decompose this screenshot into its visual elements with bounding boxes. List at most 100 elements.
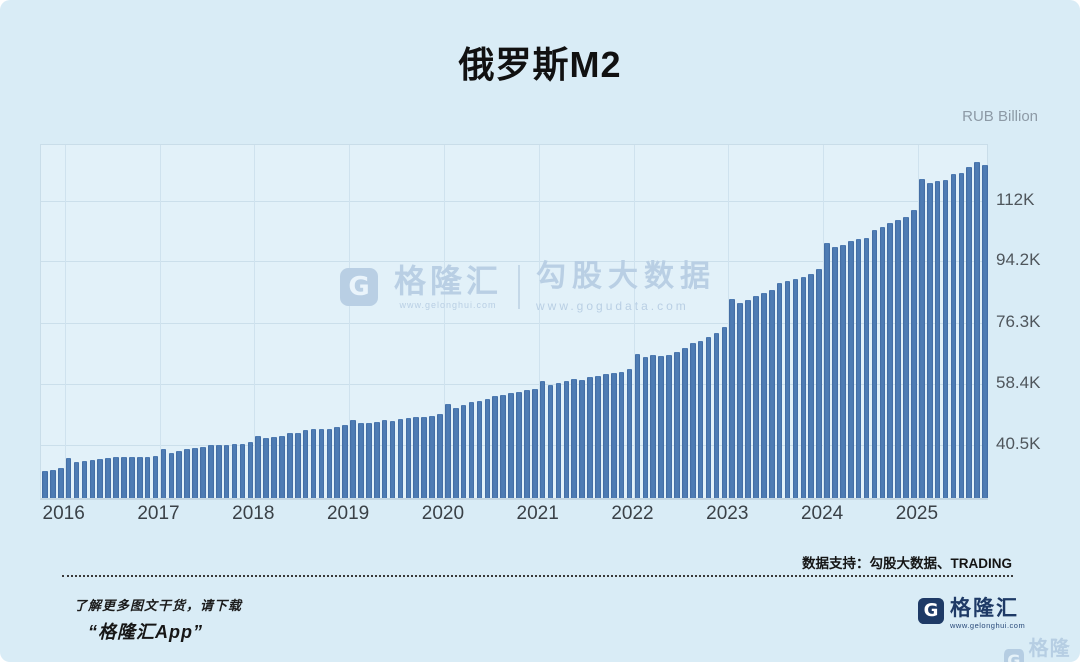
bar [895, 219, 901, 498]
bar [603, 374, 609, 498]
bar [350, 419, 356, 498]
bar [824, 243, 830, 498]
bar [547, 384, 554, 498]
bar [366, 423, 372, 498]
footer-brand-name: 格隆汇 [950, 597, 1019, 620]
v-gridline [64, 145, 66, 498]
bar [184, 448, 190, 498]
v-gridline [538, 145, 540, 498]
bar [452, 407, 459, 498]
bar [326, 429, 333, 498]
bar [231, 443, 238, 498]
bar [405, 418, 412, 498]
bar [737, 303, 743, 498]
bar [729, 298, 736, 498]
bar [152, 456, 159, 498]
bar [105, 458, 111, 498]
x-tick-label: 2021 [516, 503, 559, 524]
bar [634, 353, 641, 498]
bar [761, 293, 767, 498]
bar [129, 456, 135, 498]
bar [911, 210, 917, 498]
y-tick-label: 112K [996, 189, 1035, 209]
bar [65, 458, 72, 498]
bar [982, 165, 988, 498]
bar [429, 415, 435, 498]
bar [389, 421, 396, 498]
x-tick-label: 2016 [42, 503, 85, 524]
promo-app-name: “格隆汇App” [88, 622, 203, 642]
bar [310, 428, 317, 498]
bar [753, 296, 759, 498]
bar [287, 433, 293, 498]
v-gridline [443, 145, 445, 498]
bar [381, 420, 388, 498]
bar [271, 437, 277, 498]
bar [776, 283, 783, 498]
bar [176, 450, 183, 498]
bar [666, 354, 672, 498]
bar [934, 181, 941, 498]
bar [919, 179, 925, 498]
bar [855, 238, 862, 498]
x-tick-label: 2019 [326, 503, 370, 524]
bar [168, 452, 175, 498]
x-tick-label: 2023 [706, 503, 749, 524]
bar [73, 462, 80, 498]
bar [121, 456, 127, 498]
v-gridline [159, 145, 161, 498]
bar [239, 443, 246, 498]
bar [555, 382, 562, 498]
bar [50, 469, 56, 498]
footer-brand-logo: G 格隆汇 www.gelonghui.com [918, 598, 1025, 630]
bar [587, 376, 593, 498]
bar [689, 342, 696, 498]
bar [610, 372, 617, 498]
bar [531, 388, 538, 498]
bar [816, 269, 822, 498]
bar [144, 456, 151, 498]
bar [215, 444, 222, 498]
bar [832, 247, 838, 498]
bar [642, 357, 649, 498]
bar [500, 395, 506, 498]
bar [421, 417, 427, 498]
h-gridline [41, 322, 987, 324]
gelonghui-logo-icon: G [918, 598, 944, 624]
bar [863, 237, 870, 498]
bar [563, 381, 570, 498]
v-gridline [728, 145, 730, 498]
bar [223, 444, 230, 498]
bar [508, 392, 514, 498]
page-title: 俄罗斯M2 [458, 44, 622, 85]
bar [926, 183, 933, 498]
plot-area [40, 144, 988, 500]
bar [966, 167, 973, 498]
bar [903, 217, 909, 498]
bar [302, 430, 309, 498]
bar [460, 405, 467, 498]
y-axis-unit-label: RUB Billion [962, 108, 1038, 125]
v-gridline [633, 145, 635, 498]
bar [784, 280, 791, 498]
bar [397, 418, 404, 498]
bar [334, 427, 341, 498]
bar [342, 425, 348, 498]
bar [89, 460, 96, 498]
bar [492, 396, 499, 498]
bar [358, 423, 364, 498]
bar [279, 435, 285, 498]
bar [516, 391, 522, 498]
bar [413, 417, 420, 498]
y-tick-label: 58.4K [996, 372, 1041, 392]
bar [318, 429, 325, 498]
bar [808, 273, 815, 498]
bar [97, 458, 104, 498]
bar [247, 441, 254, 498]
bar [468, 401, 475, 498]
x-tick-label: 2018 [232, 503, 275, 524]
bar [626, 368, 633, 498]
bar [263, 438, 269, 498]
bar [768, 289, 775, 498]
